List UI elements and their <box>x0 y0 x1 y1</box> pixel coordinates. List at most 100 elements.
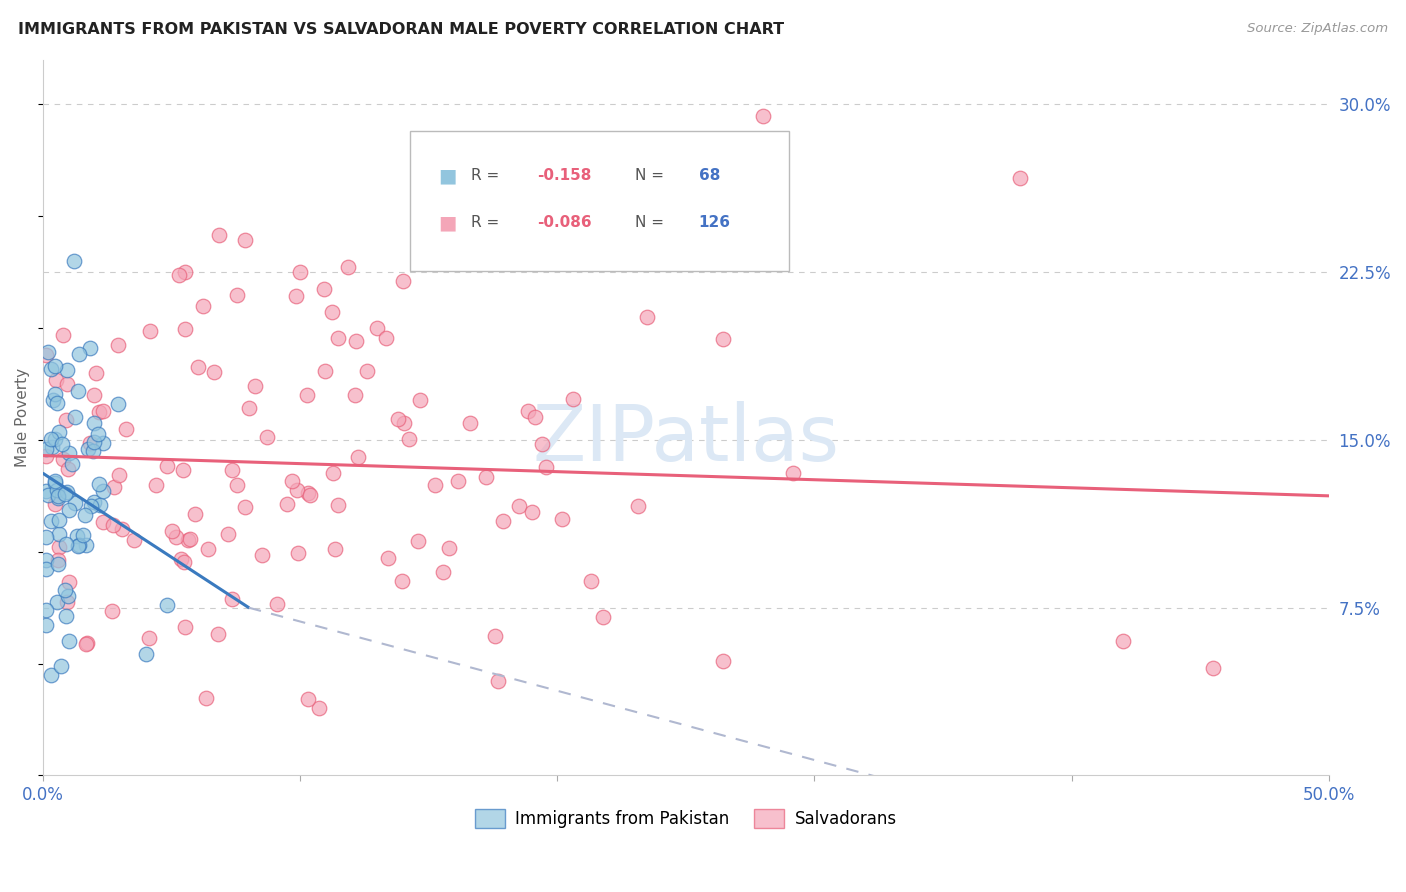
Point <box>328 498 350 512</box>
Text: ■: ■ <box>437 213 456 232</box>
Point <box>77 442 100 457</box>
Text: R =: R = <box>471 168 505 183</box>
Point <box>108 467 131 482</box>
Text: ■: ■ <box>437 166 456 185</box>
Point <box>72 528 94 542</box>
Point <box>221 463 243 477</box>
Point <box>391 574 413 588</box>
Point <box>752 109 775 123</box>
Point <box>173 555 195 569</box>
Point <box>51 437 73 451</box>
Point <box>323 542 346 557</box>
Point <box>56 462 79 476</box>
Point <box>432 566 454 580</box>
Point <box>711 654 734 668</box>
Point <box>208 227 231 242</box>
Point <box>41 668 63 682</box>
Point <box>226 477 249 491</box>
Text: IMMIGRANTS FROM PAKISTAN VS SALVADORAN MALE POVERTY CORRELATION CHART: IMMIGRANTS FROM PAKISTAN VS SALVADORAN M… <box>18 22 785 37</box>
Point <box>299 488 322 502</box>
Point <box>207 627 229 641</box>
Y-axis label: Male Poverty: Male Poverty <box>15 368 30 467</box>
Point <box>91 483 114 498</box>
Point <box>35 530 58 544</box>
Point <box>75 637 97 651</box>
Point <box>55 595 77 609</box>
Text: -0.086: -0.086 <box>537 215 592 230</box>
Point <box>51 452 73 467</box>
Point <box>46 483 69 497</box>
Point <box>107 338 129 352</box>
Point <box>174 321 197 335</box>
Point <box>91 404 114 418</box>
Point <box>484 629 506 643</box>
Point <box>51 658 73 673</box>
Point <box>170 552 193 566</box>
Point <box>562 392 585 406</box>
Point <box>35 483 58 498</box>
Point <box>82 444 104 458</box>
Point <box>276 496 298 510</box>
Point <box>91 436 114 450</box>
Point <box>39 515 62 529</box>
Point <box>75 538 97 552</box>
Point <box>450 241 472 255</box>
Point <box>522 505 544 519</box>
Point <box>56 377 79 392</box>
Point <box>531 437 554 451</box>
Point <box>48 527 70 541</box>
Point <box>592 609 614 624</box>
Point <box>627 499 650 513</box>
Point <box>782 466 804 480</box>
Point <box>392 416 415 430</box>
Point <box>58 634 80 648</box>
Point <box>551 512 574 526</box>
Point <box>221 592 243 607</box>
Point <box>48 540 70 554</box>
Point <box>35 562 58 576</box>
Point <box>46 553 69 567</box>
Point <box>48 513 70 527</box>
Text: Source: ZipAtlas.com: Source: ZipAtlas.com <box>1247 22 1388 36</box>
Text: ZIPatlas: ZIPatlas <box>533 401 839 477</box>
Point <box>107 397 129 411</box>
Point <box>250 549 273 563</box>
Point <box>284 288 307 302</box>
Point <box>187 359 209 374</box>
Point <box>58 446 80 460</box>
FancyBboxPatch shape <box>409 131 789 271</box>
Point <box>37 488 59 502</box>
Point <box>297 486 319 500</box>
Point <box>322 466 344 480</box>
Point <box>447 475 470 489</box>
Point <box>217 527 239 541</box>
Point <box>80 499 103 513</box>
Point <box>44 474 66 488</box>
Point <box>172 462 194 476</box>
Point <box>347 450 370 464</box>
Point <box>111 522 134 536</box>
Point <box>67 539 90 553</box>
Point <box>55 537 77 551</box>
Point <box>41 440 63 454</box>
Point <box>197 541 219 556</box>
Point <box>63 410 86 425</box>
Point <box>475 470 498 484</box>
Point <box>173 265 195 279</box>
Point <box>45 373 67 387</box>
Point <box>86 426 108 441</box>
Point <box>1010 171 1032 186</box>
Point <box>202 365 225 379</box>
Point <box>67 347 90 361</box>
Point <box>53 486 76 500</box>
Point <box>536 460 558 475</box>
Point <box>285 483 308 497</box>
Point <box>233 233 256 247</box>
Point <box>256 430 278 444</box>
Point <box>55 363 77 377</box>
Point <box>35 449 58 463</box>
Point <box>60 457 83 471</box>
Point <box>245 379 267 393</box>
Point <box>39 362 62 376</box>
Point <box>46 489 69 503</box>
